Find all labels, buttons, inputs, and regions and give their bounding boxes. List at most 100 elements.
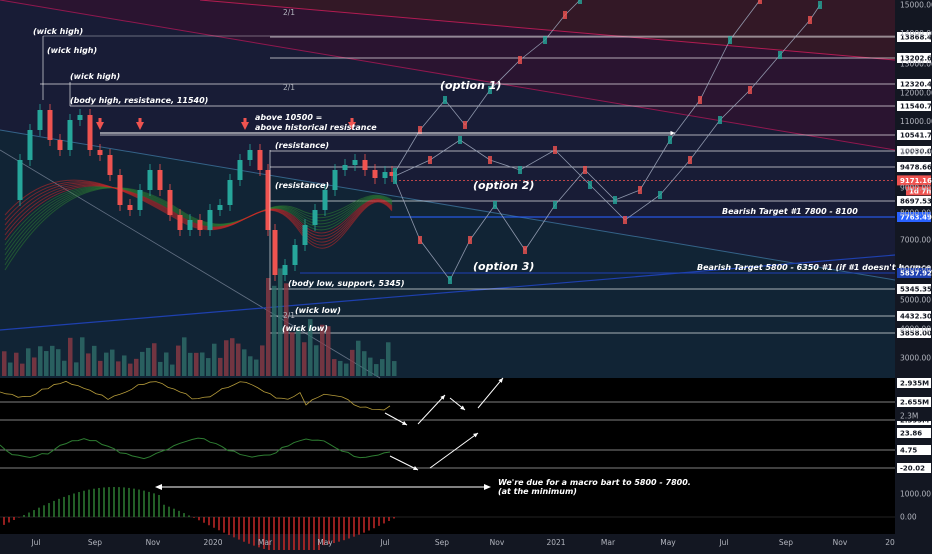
volume-bar — [236, 343, 241, 376]
countdown-tag — [906, 186, 931, 196]
volume-bar — [338, 360, 343, 376]
level-tag-2 — [897, 79, 931, 89]
osc1-tag-3 — [897, 411, 931, 421]
volume-bar — [344, 363, 349, 376]
projection-option-3-candle — [778, 51, 782, 59]
volume-bar — [374, 364, 379, 376]
time-tick-9: 2021 — [546, 538, 565, 547]
volume-bar — [362, 351, 367, 376]
level-tag-12 — [897, 328, 931, 338]
current-price-text: 9171.16 — [900, 177, 932, 185]
volume-bar — [122, 355, 127, 376]
annotation-macro-note-line2: (at the minimum) — [498, 487, 577, 496]
projection-option-2-candle — [418, 236, 422, 244]
level-tag-7 — [897, 196, 931, 206]
candle-body — [57, 140, 63, 150]
candle-body — [342, 165, 348, 170]
volume-bar — [50, 345, 55, 376]
time-tick-5: May — [317, 538, 333, 547]
volume-bar — [146, 347, 151, 376]
time-tick-2: Nov — [146, 538, 161, 547]
projection-option-3-candle — [623, 216, 627, 224]
projection-option-1-candle — [578, 0, 582, 4]
candle-body — [97, 150, 103, 155]
high-marker-1 — [136, 122, 144, 130]
volume-bar — [188, 352, 193, 376]
time-tick-4: Mar — [258, 538, 273, 547]
high-marker-3 — [348, 122, 356, 130]
candle-body — [127, 205, 133, 210]
level-tag-text-1: 13202.63 — [900, 55, 932, 63]
annotation-bearish-target-2: Bearish Target 5800 - 6350 #1 (if #1 doe… — [697, 263, 932, 272]
text-annotations: (wick high) (wick high) (wick high) (body h… — [33, 8, 932, 496]
annotation-above-10500-line2: above historical resistance — [255, 123, 377, 132]
moving-average-line — [0, 254, 896, 331]
projection-option-2-candle — [728, 36, 732, 44]
candle-body — [372, 170, 378, 178]
osc1-arrow-down-head — [402, 420, 407, 425]
volume-bar — [98, 360, 103, 376]
annotation-resistance-2: (resistance) — [275, 181, 329, 190]
volume-bar — [8, 362, 13, 376]
osc2-tag-text-2: -20.02 — [900, 465, 925, 473]
time-axis — [0, 534, 895, 550]
candle-body — [227, 180, 233, 205]
time-tick-15: 20 — [885, 538, 895, 547]
volume-bar — [116, 361, 121, 376]
annotation-wick-low-1: (wick low) — [295, 306, 341, 315]
volume-bar — [314, 345, 319, 376]
level-tag-text-5: 10030.00 — [900, 148, 932, 156]
candle-body — [257, 150, 263, 170]
volume-bar — [110, 349, 115, 376]
volume-bar — [380, 359, 385, 376]
time-tick-7: Sep — [435, 538, 449, 547]
candle-body — [157, 170, 163, 190]
candle-body — [389, 172, 395, 176]
candle-body — [217, 205, 223, 210]
osc2-arrow-up — [429, 432, 479, 469]
price-tick-9: 6000.00 — [900, 264, 931, 273]
level-tag-text-11: 4432.30 — [900, 313, 932, 321]
candle-body — [117, 175, 123, 205]
resistance-arrow-head — [670, 130, 675, 136]
channel-line-top — [199, 0, 896, 61]
volume-bar — [38, 346, 43, 376]
osc1-arrow-up-2 — [477, 377, 504, 409]
level-tag-text-2: 12320.40 — [900, 81, 932, 89]
projection-option-3-candle — [818, 1, 822, 9]
osc1-arrow-up-2-head — [498, 378, 503, 383]
candle-body — [27, 130, 33, 160]
time-tick-11: May — [660, 538, 676, 547]
volume-bar — [134, 358, 139, 376]
volume-bar — [212, 343, 217, 376]
annotation-option-2: (option 2) — [473, 179, 534, 192]
volume-bar — [218, 357, 223, 376]
volume-bar — [290, 332, 295, 376]
volume-bar — [176, 345, 181, 376]
candle-body — [352, 160, 358, 165]
candle-body — [107, 155, 113, 175]
projection-option-2-candle — [583, 166, 587, 174]
level-tag-8 — [897, 212, 931, 222]
projection-option-2-candle — [638, 186, 642, 194]
level-tag-3 — [897, 101, 931, 111]
time-tick-6: Jul — [379, 538, 389, 547]
volume-bar — [182, 337, 187, 376]
volume-bar — [194, 352, 199, 376]
osc1-tag-text-3: 2.3M — [900, 412, 918, 421]
price-tick-8: 7000.00 — [900, 236, 931, 245]
volume-bar — [392, 361, 397, 376]
projection-option-3-candle — [718, 116, 722, 124]
volume-bar — [308, 319, 313, 376]
time-tick-3: 2020 — [203, 538, 222, 547]
volume-bar — [44, 351, 49, 376]
time-tick-10: Mar — [601, 538, 616, 547]
volume-bar — [170, 364, 175, 376]
annotation-fib-label-2: 2/1 — [283, 83, 295, 92]
histogram — [0, 487, 895, 554]
volume-bar — [128, 363, 133, 376]
candle-body — [237, 160, 243, 180]
price-tick-4: 11000.00 — [900, 117, 932, 126]
annotation-fib-label-3: 2/1 — [283, 311, 295, 320]
